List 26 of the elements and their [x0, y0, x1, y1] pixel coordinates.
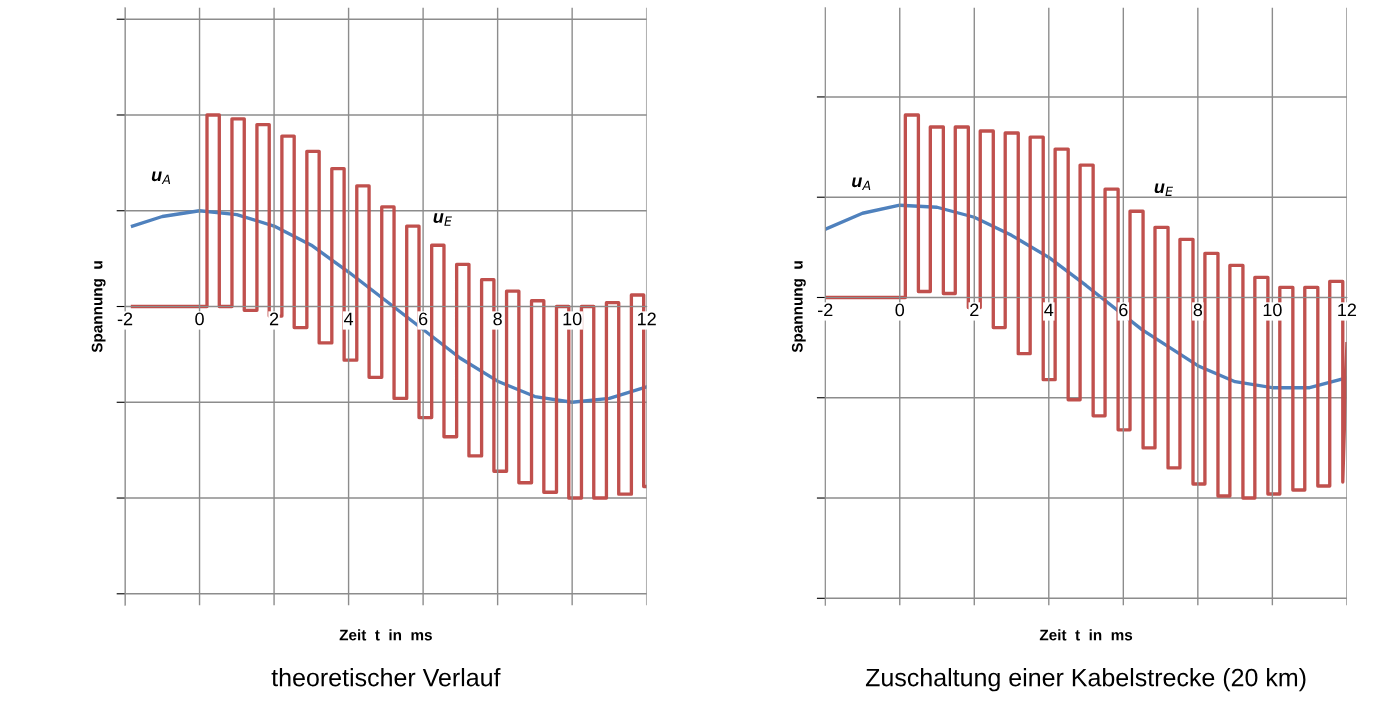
annotation: u$_{A}$	[151, 171, 171, 184]
x-tick-label: 0	[895, 303, 905, 317]
x-axis-title: Zeit t in ms	[1039, 629, 1133, 641]
x-tick-label: -2	[117, 312, 133, 326]
x-tick-label: 6	[1119, 303, 1128, 317]
x-tick-label: 2	[970, 303, 979, 317]
annotation: u$_{E}$	[433, 213, 452, 226]
x-tick-label: 8	[1193, 303, 1203, 317]
text: Zuschaltung einer Kabelstrecke (20 km)	[865, 668, 1306, 692]
x-tick-label: 4	[343, 312, 354, 326]
x-tick-label: 12	[1338, 303, 1357, 317]
annotation: u$_{E}$	[1154, 183, 1174, 196]
annotation: u$_{A}$	[852, 177, 871, 190]
y-axis-title: Spannung u	[791, 261, 806, 353]
x-tick-label: 6	[419, 312, 428, 326]
y-axis-title: Spannung u	[91, 261, 106, 353]
x-tick-label: 4	[1044, 303, 1054, 317]
x-tick-label: 12	[638, 312, 656, 326]
x-tick-label: 8	[493, 312, 502, 326]
text: theoretischer Verlauf	[271, 668, 501, 687]
x-axis-title: Zeit t in ms	[339, 629, 432, 641]
x-tick-label: 0	[195, 312, 204, 326]
x-tick-label: 10	[1263, 303, 1282, 317]
x-tick-label: 2	[269, 312, 279, 326]
x-tick-label: -2	[818, 303, 833, 317]
x-tick-label: 10	[563, 312, 582, 326]
